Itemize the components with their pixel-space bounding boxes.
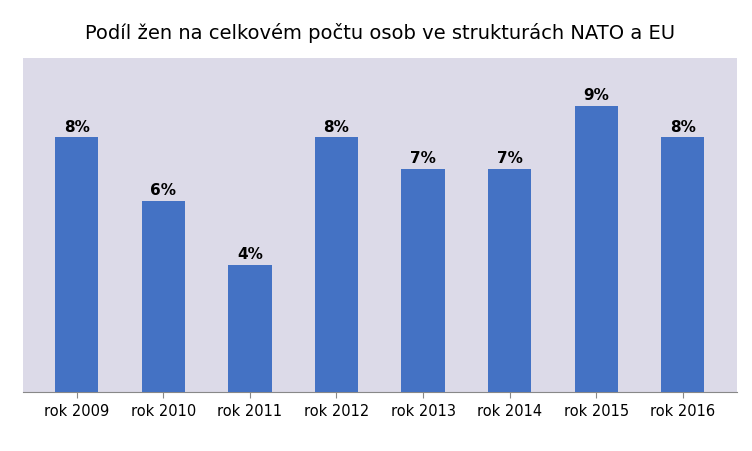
Bar xyxy=(315,138,358,392)
Bar xyxy=(488,170,532,392)
Title: Podíl žen na celkovém počtu osob ve strukturách NATO a EU: Podíl žen na celkovém počtu osob ve stru… xyxy=(85,23,675,43)
Text: 9%: 9% xyxy=(584,87,609,102)
Bar xyxy=(402,170,444,392)
Text: 8%: 8% xyxy=(670,120,696,134)
Bar xyxy=(141,202,185,392)
Text: 7%: 7% xyxy=(410,151,436,166)
Text: 4%: 4% xyxy=(237,246,262,262)
Bar xyxy=(228,265,271,392)
Bar xyxy=(575,106,618,392)
Bar xyxy=(661,138,705,392)
Text: 8%: 8% xyxy=(64,120,89,134)
Text: 8%: 8% xyxy=(323,120,350,134)
Bar xyxy=(55,138,99,392)
Text: 6%: 6% xyxy=(150,183,176,198)
Text: 7%: 7% xyxy=(497,151,523,166)
